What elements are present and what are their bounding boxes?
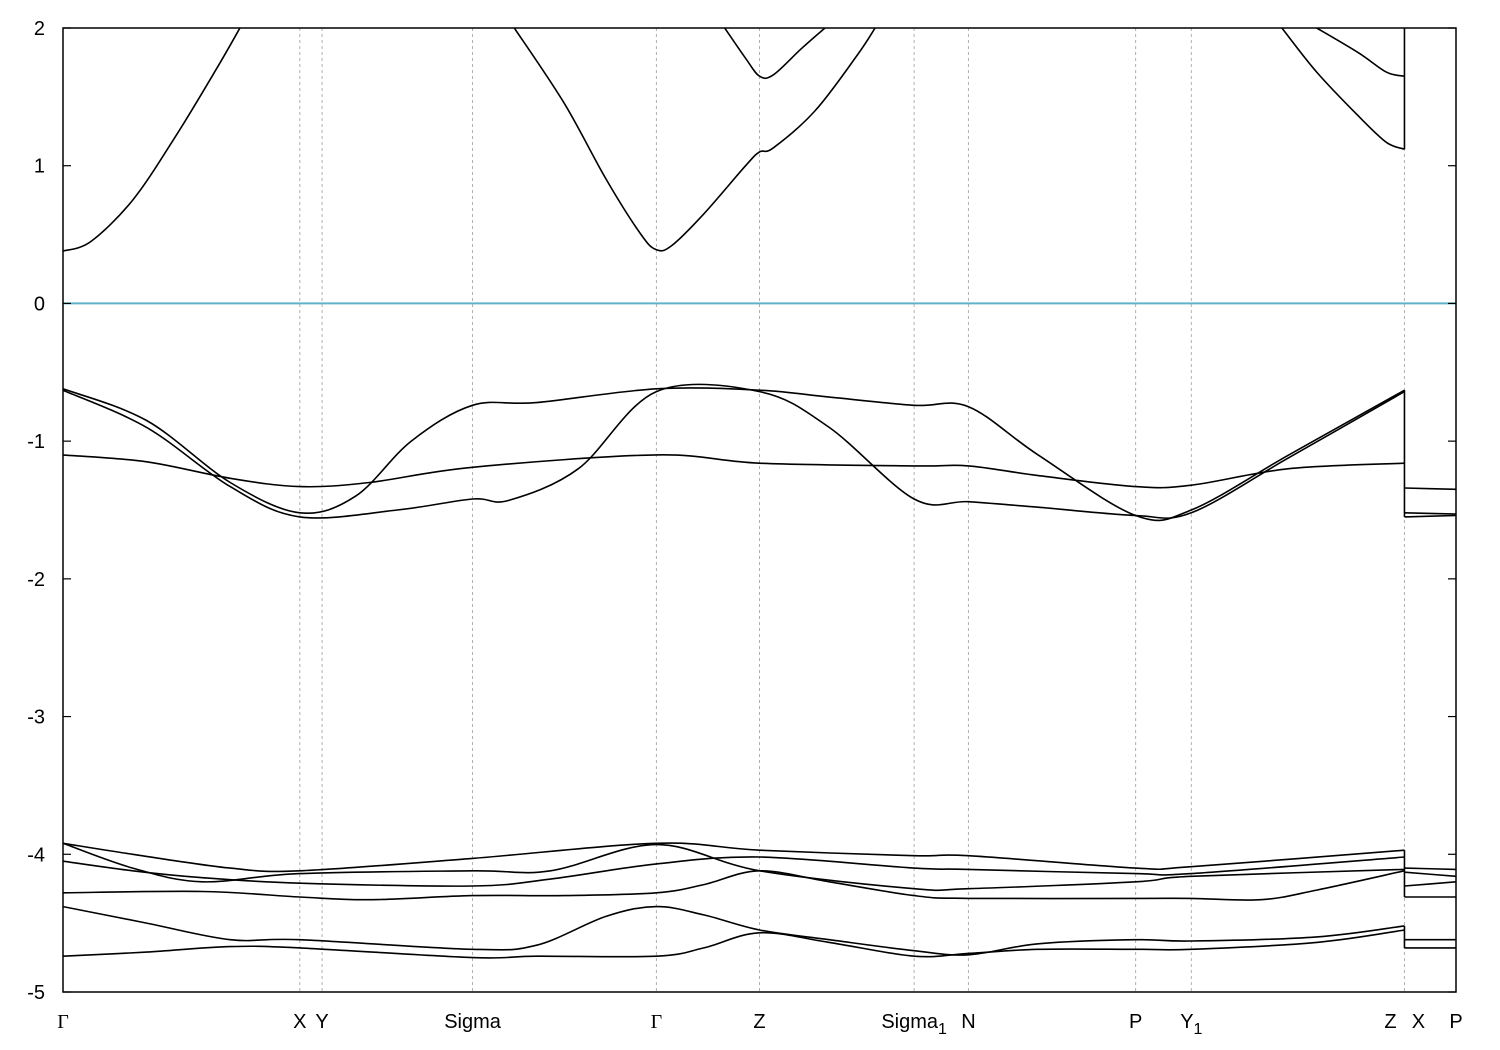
axes-group — [62, 27, 1457, 993]
y-ticks: 2 1 0 -1 -2 -3 -4 -5 — [27, 18, 1456, 1004]
y-tick-label-0: 2 — [34, 18, 45, 40]
x-tick-label-1: X — [293, 1011, 306, 1033]
plot-frame — [62, 27, 1457, 993]
x-tick-label-5: Z — [753, 1011, 765, 1033]
x-ticks: Γ X Y Sigma Γ Z Sigma1 N P Y1 Z X P — [57, 1011, 1462, 1038]
band-line-8 — [63, 454, 1405, 489]
band-line-12 — [63, 869, 1405, 901]
x-tick-label-12: P — [1449, 1011, 1462, 1033]
x-tick-label-2: Y — [315, 1011, 328, 1033]
x-tick-label-7: N — [961, 1011, 975, 1033]
band-line-16 — [1404, 512, 1456, 515]
y-tick-label-1: 1 — [34, 156, 45, 178]
y-tick-label-6: -4 — [27, 844, 45, 866]
y-tick-label-5: -3 — [27, 707, 45, 729]
band-line-17 — [1404, 514, 1456, 518]
x-tick-label-4: Γ — [651, 1011, 663, 1033]
x-tick-label-6: Sigma1 — [881, 1011, 947, 1038]
band-line-1 — [63, 28, 241, 252]
y-tick-label-2: 0 — [34, 293, 45, 315]
x-tick-label-3: Sigma — [444, 1011, 502, 1033]
band-line-3 — [724, 28, 826, 80]
band-line-14 — [63, 929, 1405, 959]
y-tick-label-3: -1 — [27, 431, 45, 453]
band-line-4 — [1281, 28, 1405, 150]
x-tick-label-8: P — [1129, 1011, 1142, 1033]
band-line-15 — [1404, 487, 1456, 491]
x-tick-label-9: Y1 — [1180, 1011, 1202, 1038]
band-line-2 — [513, 28, 876, 252]
band-line-6 — [63, 387, 1405, 522]
band-line-18 — [1404, 867, 1456, 871]
x-tick-label-11: X — [1412, 1011, 1425, 1033]
band-line-7 — [63, 383, 1405, 519]
band-line-9 — [63, 842, 1405, 873]
band-line-13 — [63, 905, 1405, 956]
x-tick-label-0: Γ — [57, 1011, 69, 1033]
x-tick-label-10: Z — [1384, 1011, 1396, 1033]
band-line-11 — [63, 856, 1405, 887]
band-line-20 — [1404, 881, 1456, 887]
band-line-19 — [1404, 871, 1456, 878]
y-tick-label-7: -5 — [27, 982, 45, 1004]
band-line-5 — [1316, 28, 1405, 77]
y-tick-label-4: -2 — [27, 569, 45, 591]
bands-group — [63, 28, 1456, 959]
